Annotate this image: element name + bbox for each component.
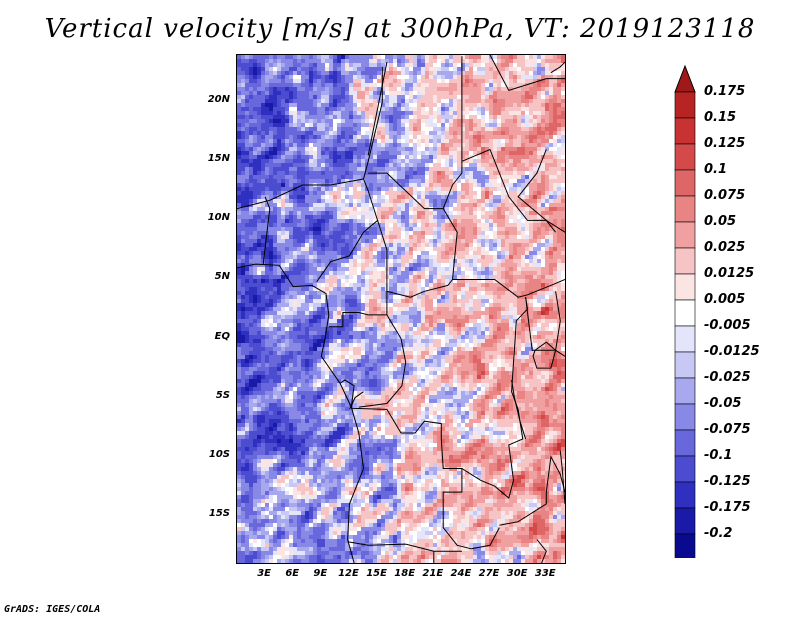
- border-line: [536, 539, 547, 563]
- colorbar-swatch: [674, 351, 696, 379]
- colorbar-swatch: [674, 299, 696, 327]
- colorbar-swatch: [674, 507, 696, 535]
- border-line: [555, 291, 561, 351]
- lon-tick-label: 30E: [506, 568, 528, 579]
- colorbar-label: -0.2: [704, 526, 733, 541]
- colorbar-label: 0.175: [704, 84, 746, 99]
- colorbar-label: -0.05: [704, 396, 742, 411]
- colorbar-label: 0.005: [704, 292, 746, 307]
- border-line: [347, 541, 462, 552]
- border-line: [471, 527, 500, 550]
- colorbar-swatch: [674, 325, 696, 353]
- colorbar-label: -0.025: [704, 370, 751, 385]
- colorbar-label: -0.075: [704, 422, 751, 437]
- colorbar-swatch: [674, 247, 696, 275]
- lat-tick-label: 15N: [207, 153, 230, 165]
- footer-credit: GrADS: IGES/COLA: [4, 604, 101, 615]
- colorbar-label: 0.1: [704, 162, 728, 177]
- lat-tick-label: 5N: [214, 271, 230, 283]
- border-line: [269, 178, 379, 283]
- lat-tick-label: 10N: [207, 212, 230, 224]
- border-line: [499, 455, 565, 526]
- colorbar-swatch: [674, 221, 696, 249]
- border-line: [349, 391, 364, 410]
- lat-tick-label: 15S: [208, 507, 230, 519]
- colorbar-swatch: [674, 169, 696, 197]
- colorbar-label: -0.175: [704, 500, 751, 515]
- colorbar-swatch: [674, 143, 696, 171]
- border-line: [532, 341, 557, 369]
- colorbar: [674, 64, 696, 558]
- velocity-field-cells: [237, 55, 565, 563]
- lon-tick-label: 3E: [257, 568, 271, 579]
- border-line: [351, 407, 472, 550]
- lon-tick-label: 21E: [422, 568, 444, 579]
- colorbar-label: -0.1: [704, 448, 733, 463]
- colorbar-label: 0.15: [704, 110, 737, 125]
- border-line: [237, 199, 270, 210]
- border-line: [377, 220, 453, 298]
- country-borders: [237, 55, 565, 563]
- border-line: [461, 148, 556, 233]
- colorbar-label: 0.125: [704, 136, 746, 151]
- colorbar-swatch: [674, 481, 696, 509]
- map-panel: [236, 54, 566, 564]
- colorbar-swatch: [674, 117, 696, 145]
- border-line: [489, 55, 565, 92]
- lon-tick-label: 18E: [394, 568, 416, 579]
- border-line: [358, 314, 407, 408]
- colorbar-top-arrow: [674, 64, 696, 93]
- colorbar-swatch: [674, 195, 696, 223]
- lat-tick-label: 20N: [207, 94, 230, 106]
- lon-tick-label: 33E: [534, 568, 556, 579]
- border-line: [550, 61, 565, 74]
- colorbar-label: 0.075: [704, 188, 746, 203]
- lon-tick-label: 6E: [285, 568, 300, 579]
- lon-tick-label: 9E: [313, 568, 328, 579]
- colorbar-label: 0.05: [704, 214, 737, 229]
- colorbar-label: -0.0125: [704, 344, 760, 359]
- colorbar-swatch: [674, 377, 696, 405]
- lon-tick-label: 24E: [450, 568, 472, 579]
- colorbar-label: -0.125: [704, 474, 751, 489]
- lat-tick-label: 10S: [208, 448, 230, 460]
- colorbar-swatch: [674, 429, 696, 457]
- border-line: [461, 297, 529, 499]
- border-line: [367, 62, 388, 156]
- border-line: [559, 450, 565, 504]
- lat-tick-label: 5S: [215, 389, 230, 401]
- colorbar-swatch: [674, 403, 696, 431]
- border-line: [525, 297, 565, 357]
- colorbar-label: -0.005: [704, 318, 751, 333]
- border-line: [339, 379, 355, 408]
- colorbar-label: 0.0125: [704, 266, 755, 281]
- border-line: [237, 263, 365, 563]
- colorbar-swatch: [674, 91, 696, 119]
- border-line: [442, 102, 463, 209]
- colorbar-swatch: [674, 533, 696, 558]
- border-line: [262, 196, 271, 265]
- border-line: [517, 149, 565, 233]
- lat-tick-label: EQ: [214, 330, 230, 342]
- border-line: [511, 379, 527, 440]
- colorbar-swatch: [674, 455, 696, 483]
- lon-tick-label: 27E: [478, 568, 500, 579]
- chart-title: Vertical velocity [m/s] at 300hPa, VT: 2…: [44, 14, 756, 44]
- lon-tick-label: 15E: [366, 568, 387, 579]
- colorbar-label: 0.025: [704, 240, 746, 255]
- map-field: [237, 55, 565, 563]
- colorbar-swatch: [674, 273, 696, 301]
- lon-tick-label: 12E: [338, 568, 359, 579]
